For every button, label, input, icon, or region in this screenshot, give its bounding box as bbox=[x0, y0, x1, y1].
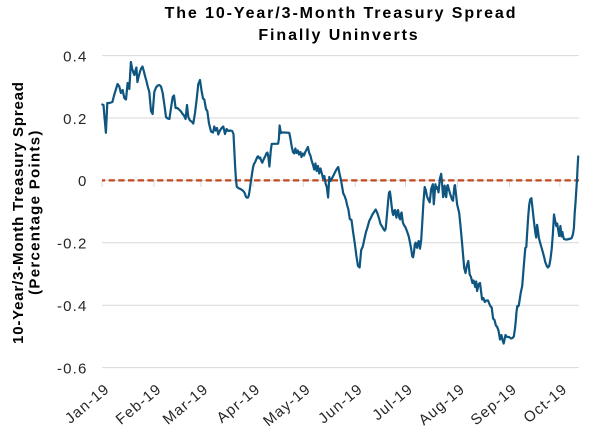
svg-text:10-Year/3-Month Treasury Sprea: 10-Year/3-Month Treasury Spread bbox=[10, 81, 27, 344]
svg-text:-0.6: -0.6 bbox=[57, 360, 88, 377]
svg-text:0.2: 0.2 bbox=[63, 111, 87, 128]
svg-text:The 10-Year/3-Month Treasury S: The 10-Year/3-Month Treasury Spread bbox=[165, 5, 518, 22]
svg-text:Finally Uninverts: Finally Uninverts bbox=[258, 27, 419, 44]
svg-text:0: 0 bbox=[78, 173, 88, 190]
svg-text:-0.2: -0.2 bbox=[57, 236, 88, 253]
svg-text:0.4: 0.4 bbox=[63, 48, 87, 65]
svg-text:(Percentage Points): (Percentage Points) bbox=[27, 129, 44, 295]
svg-text:-0.4: -0.4 bbox=[57, 298, 88, 315]
